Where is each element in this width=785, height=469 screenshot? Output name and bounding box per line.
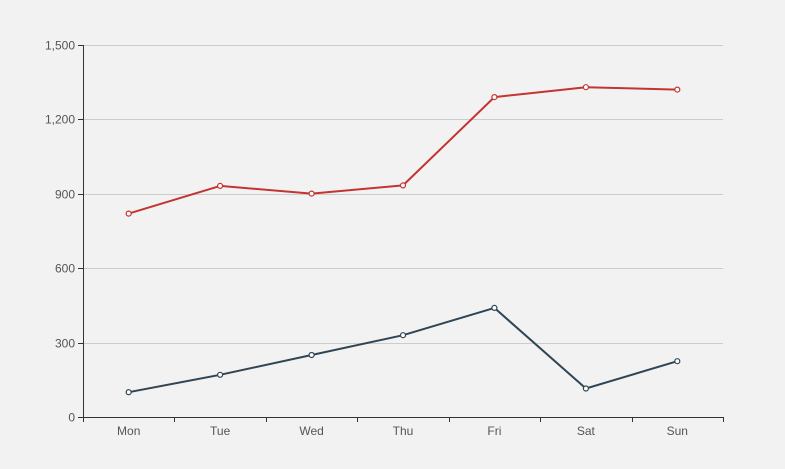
- x-axis-ticks: Mon Tue Wed Thu Fri Sat Sun: [83, 417, 724, 438]
- x-tick-label: Sat: [577, 424, 596, 438]
- grid-lines: [83, 45, 723, 344]
- y-tick-label: 0: [68, 411, 75, 425]
- y-tick-label: 1,200: [45, 113, 75, 127]
- data-point[interactable]: [399, 182, 407, 189]
- y-tick-label: 1,500: [45, 39, 75, 53]
- data-point[interactable]: [399, 332, 407, 339]
- data-point[interactable]: [308, 190, 315, 197]
- series-line-2: [127, 306, 679, 394]
- data-point[interactable]: [674, 86, 681, 93]
- series-lines: [127, 86, 679, 394]
- y-tick-label: 300: [55, 337, 75, 351]
- data-point[interactable]: [125, 389, 132, 396]
- x-tick-label: Sun: [667, 424, 688, 438]
- data-point[interactable]: [217, 182, 224, 189]
- x-tick-label: Wed: [299, 424, 323, 438]
- y-axis-ticks: 0 300 600 900 1,200 1,500: [45, 39, 83, 425]
- x-tick-label: Fri: [487, 424, 501, 438]
- data-point[interactable]: [491, 304, 498, 311]
- y-tick-label: 900: [55, 188, 75, 202]
- data-point[interactable]: [582, 84, 590, 91]
- data-point[interactable]: [125, 210, 132, 217]
- data-point[interactable]: [582, 385, 590, 392]
- data-point[interactable]: [217, 371, 224, 378]
- y-tick-label: 600: [55, 262, 75, 276]
- x-tick-label: Thu: [393, 424, 414, 438]
- data-point[interactable]: [491, 93, 498, 101]
- series-points: [125, 84, 681, 396]
- data-point[interactable]: [674, 358, 681, 365]
- x-tick-label: Mon: [117, 424, 140, 438]
- x-tick-label: Tue: [210, 424, 231, 438]
- data-point[interactable]: [308, 351, 315, 359]
- axes: [83, 45, 723, 418]
